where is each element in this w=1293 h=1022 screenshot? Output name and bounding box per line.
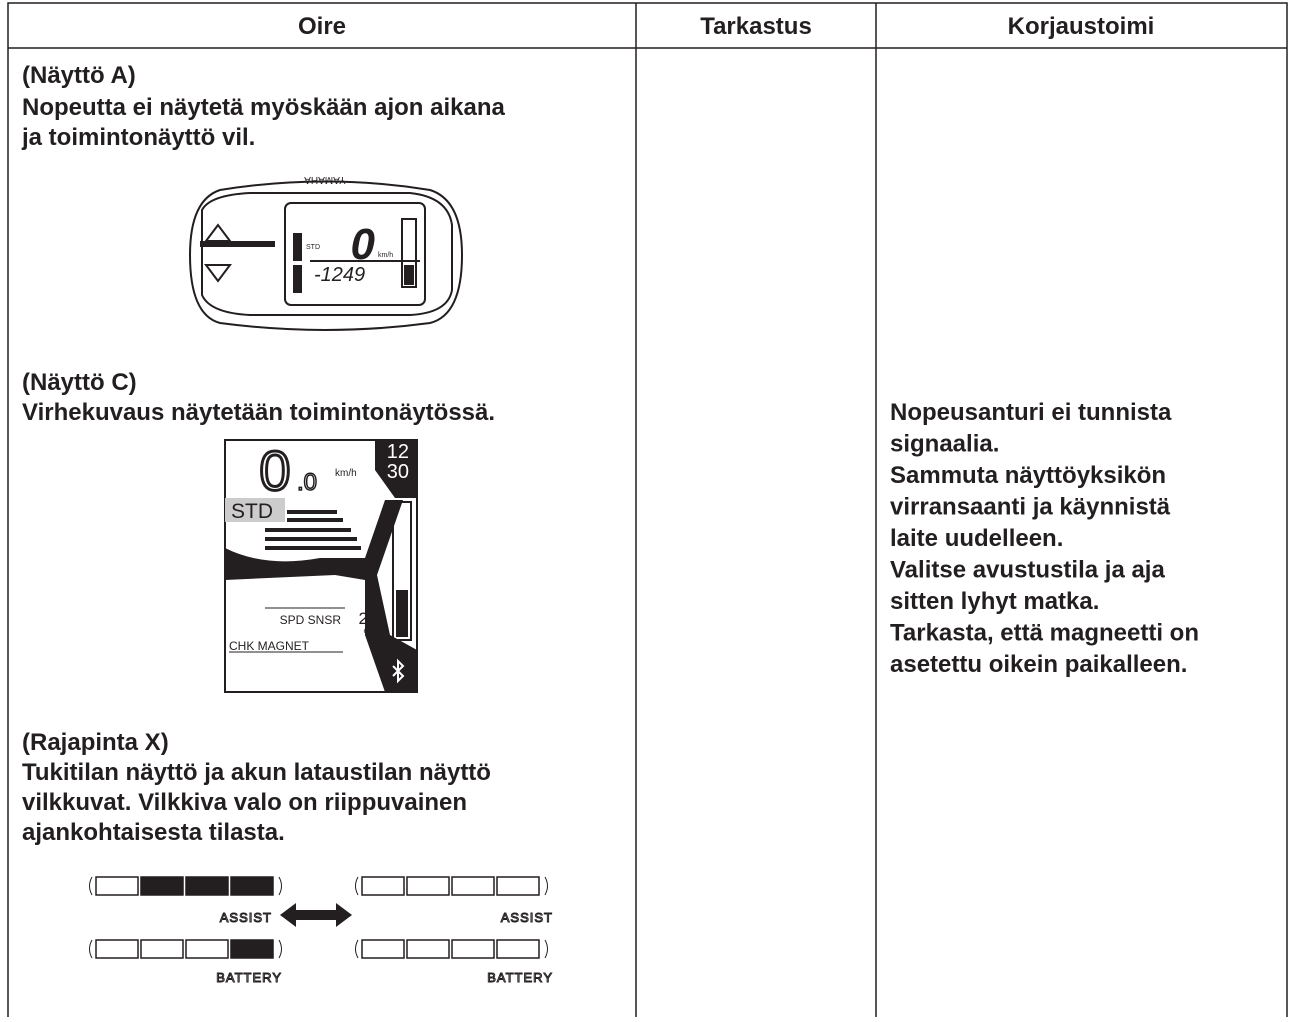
brand: YAMAHA <box>304 174 346 185</box>
symptom-text: Virhekuvaus näytetään toimintonäytössä. <box>22 399 495 426</box>
unit: km/h <box>378 252 393 259</box>
segment-cap <box>355 939 359 959</box>
segment <box>451 876 495 896</box>
segment <box>496 939 540 959</box>
segment-cap <box>355 876 359 896</box>
symptom-label: (Rajapinta X) <box>22 729 169 756</box>
battery-label: BATTERY <box>487 970 553 985</box>
display-c: 0 .0 km/h 12 30 STD 28 % SPD SNSR CHK MA… <box>224 438 418 693</box>
error-text: CHK MAGNET <box>229 639 310 653</box>
segment <box>95 939 139 959</box>
action-text: Nopeusanturi ei tunnista signaalia. Sammut… <box>890 399 1199 678</box>
odometer: -1249 <box>314 264 365 286</box>
header: Oire <box>298 13 346 40</box>
segment <box>496 876 540 896</box>
mode: STD <box>306 244 320 251</box>
display-a: YAMAHA STD 0 km/h -1249 <box>188 174 464 331</box>
header: Tarkastus <box>700 13 812 40</box>
action-line: sitten lyhyt matka. <box>890 588 1099 615</box>
symptom-label: (Näyttö A) <box>22 62 136 89</box>
symptom-text: vilkkuvat. Vilkkiva valo on riippuvainen <box>22 789 467 816</box>
speed: 0 <box>259 439 290 502</box>
segment <box>140 939 184 959</box>
segment <box>406 876 450 896</box>
segment <box>230 939 274 959</box>
assist-label: ASSIST <box>501 910 553 925</box>
segment-cap <box>278 876 282 896</box>
action-line: laite uudelleen. <box>890 525 1063 552</box>
interface-x: ASSIST ASSIST BATTERY BATTERY <box>89 876 553 986</box>
segment <box>95 876 139 896</box>
segment-cap <box>278 939 282 959</box>
table-grid <box>7 2 1288 1022</box>
clock-minute: 30 <box>387 461 409 483</box>
segment <box>361 876 405 896</box>
clock-hour: 12 <box>387 441 409 463</box>
segment <box>230 876 274 896</box>
segment-cap <box>544 876 548 896</box>
speed: 0 <box>351 220 376 269</box>
symptom-label: (Näyttö C) <box>22 369 137 396</box>
action-line: Valitse avustustila ja aja <box>890 557 1165 584</box>
action-line: Sammuta näyttöyksikön <box>890 462 1166 489</box>
segment <box>185 876 229 896</box>
speed-decimal: .0 <box>297 469 317 496</box>
header: Korjaustoimi <box>1008 13 1155 40</box>
segment <box>361 939 405 959</box>
segment <box>406 939 450 959</box>
segment <box>140 876 184 896</box>
action-line: Tarkasta, että magneetti on <box>890 620 1199 647</box>
error-text: SPD SNSR <box>280 613 342 627</box>
battery-unit: % <box>364 628 373 639</box>
assist-label: ASSIST <box>220 910 272 925</box>
symptom-text: ja toimintonäyttö vil. <box>21 124 255 151</box>
segment-cap <box>544 939 548 959</box>
segment-cap <box>89 876 93 896</box>
symptom-text: ajankohtaisesta tilasta. <box>22 819 285 846</box>
unit: km/h <box>335 468 357 479</box>
segment <box>451 939 495 959</box>
action-line: Nopeusanturi ei tunnista <box>890 399 1172 426</box>
battery-label: BATTERY <box>216 970 282 985</box>
action-line: asetettu oikein paikalleen. <box>890 651 1187 678</box>
action-line: virransaanti ja käynnistä <box>890 494 1171 521</box>
segment-cap <box>89 939 93 959</box>
segment <box>185 939 229 959</box>
mode: STD <box>231 500 273 523</box>
action-line: signaalia. <box>890 431 999 458</box>
symptom-text: Tukitilan näyttö ja akun lataustilan näy… <box>22 759 491 786</box>
battery-level: 28 <box>359 609 378 628</box>
symptom-text: Nopeutta ei näytetä myöskään ajon aikana <box>22 94 505 121</box>
